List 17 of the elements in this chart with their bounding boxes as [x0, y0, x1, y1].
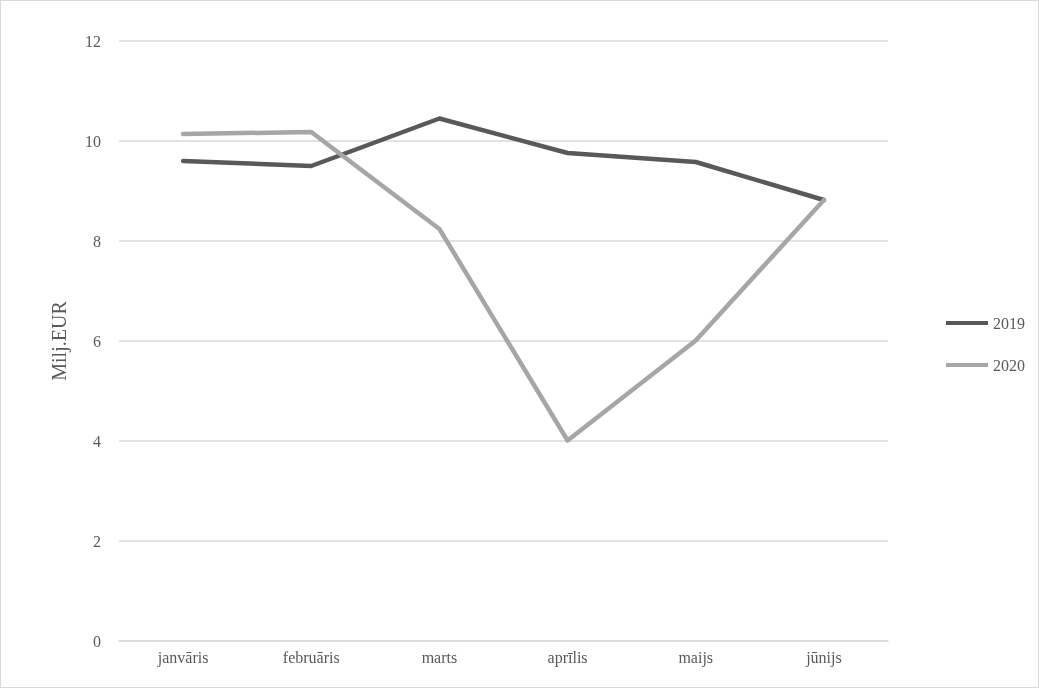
legend-label: 2020 — [993, 356, 1025, 374]
x-tick-label: marts — [421, 648, 458, 666]
y-tick-label: 8 — [93, 232, 101, 250]
y-tick-label: 2 — [93, 532, 101, 550]
y-tick-label: 4 — [93, 432, 101, 450]
x-tick-label: jūnijs — [805, 648, 842, 667]
x-tick-label: februāris — [282, 648, 340, 666]
y-tick-label: 12 — [85, 32, 101, 50]
x-tick-label: janvāris — [156, 648, 209, 667]
x-tick-label: maijs — [678, 648, 714, 667]
y-tick-label: 6 — [93, 332, 101, 350]
y-tick-label: 0 — [93, 632, 101, 650]
x-tick-label: aprīlis — [547, 648, 588, 667]
legend-label: 2019 — [993, 314, 1025, 332]
line-series — [180, 129, 827, 443]
y-tick-label: 10 — [85, 132, 101, 150]
y-axis-title: Milj.EUR — [48, 300, 71, 381]
